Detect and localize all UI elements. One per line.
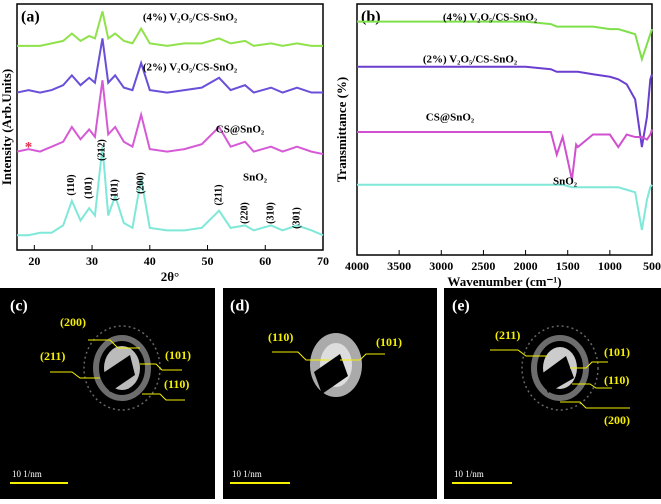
annotation: (301): [291, 207, 302, 229]
series-line: [357, 20, 653, 63]
x-tick-label: 40: [144, 254, 156, 268]
ring-label: (110): [164, 377, 189, 391]
x-tick-label: 500: [643, 259, 661, 273]
series-label: CS@SnO₂: [426, 112, 475, 124]
series-label: (2%) V₂O₅/CS-SnO₂: [423, 54, 518, 66]
x-tick-label: 3000: [429, 259, 453, 273]
series-label: SnO₂: [243, 172, 268, 184]
ring-label: (101): [165, 348, 191, 362]
annotation: (200): [135, 172, 146, 194]
x-tick-label: 70: [317, 254, 329, 268]
annotation: (310): [265, 202, 276, 224]
series-line: [357, 183, 653, 231]
annotation: (110): [66, 174, 77, 195]
y-axis-label: Intensity (Arb.Units): [0, 69, 14, 185]
y-axis-label: Transmittance (%): [334, 77, 349, 183]
series-line: [357, 129, 653, 180]
series-line: [17, 146, 324, 237]
annotation: (101): [83, 177, 94, 199]
series-label: CS@SnO₂: [216, 124, 265, 136]
series-label: SnO₂: [553, 176, 578, 188]
annotation: (211): [213, 184, 224, 205]
series-line: [17, 11, 323, 47]
ring-label: (110): [604, 373, 629, 387]
x-tick-label: 1500: [556, 259, 580, 273]
ring-label: (211): [495, 328, 520, 342]
saed-panel-c: (c) (200) (211) (101) (110) 10 1/nm: [0, 288, 215, 499]
x-tick-label: 20: [28, 254, 40, 268]
x-axis-label: Wavenumber (cm⁻¹): [447, 274, 561, 289]
ring-label: (211): [40, 349, 65, 363]
x-tick-label: 50: [202, 254, 214, 268]
ring-label: (101): [604, 345, 630, 359]
x-tick-label: 2000: [514, 259, 538, 273]
x-tick-label: 30: [86, 254, 98, 268]
saed-panel-e: (e) (211) (101) (110) (200) 10 1/nm: [444, 288, 661, 499]
series-line: [16, 38, 323, 94]
ring-label: (200): [604, 413, 630, 427]
series-label: (2%) V₂O₅/CS-SnO₂: [143, 62, 238, 74]
ring-label: (101): [376, 335, 402, 349]
x-axis-label: 2θ°: [161, 269, 179, 284]
x-tick-label: 3500: [387, 259, 411, 273]
annotation: *: [25, 139, 33, 155]
panel-label: (a): [21, 9, 40, 26]
scale-bar-label: 10 1/nm: [232, 469, 262, 479]
panel-label: (d): [230, 298, 250, 315]
annotation: (101): [109, 179, 120, 201]
annotation: (212): [97, 139, 108, 161]
series-label: (4%) V₂O₅/CS-SnO₂: [143, 12, 238, 24]
series-label: (4%) V₂O₅/CS-SnO₂: [443, 12, 538, 24]
ring-label: (200): [60, 315, 86, 329]
panel-label: (e): [452, 298, 470, 315]
series-line: [357, 65, 653, 148]
plot-frame: [356, 3, 653, 256]
panel-label: (c): [10, 298, 28, 315]
ring-label: (110): [268, 330, 293, 344]
scale-bar-label: 10 1/nm: [12, 469, 42, 479]
x-tick-label: 1000: [598, 259, 622, 273]
panel-label: (b): [361, 9, 381, 26]
plot-frame: [16, 3, 324, 251]
x-tick-label: 60: [259, 254, 271, 268]
annotation: (220): [239, 202, 250, 224]
x-tick-label: 2500: [471, 259, 495, 273]
scale-bar-label: 10 1/nm: [454, 469, 484, 479]
x-tick-label: 4000: [345, 259, 369, 273]
series-line: [16, 80, 324, 156]
saed-panel-d: (d) (110) (101) 10 1/nm: [223, 288, 437, 499]
